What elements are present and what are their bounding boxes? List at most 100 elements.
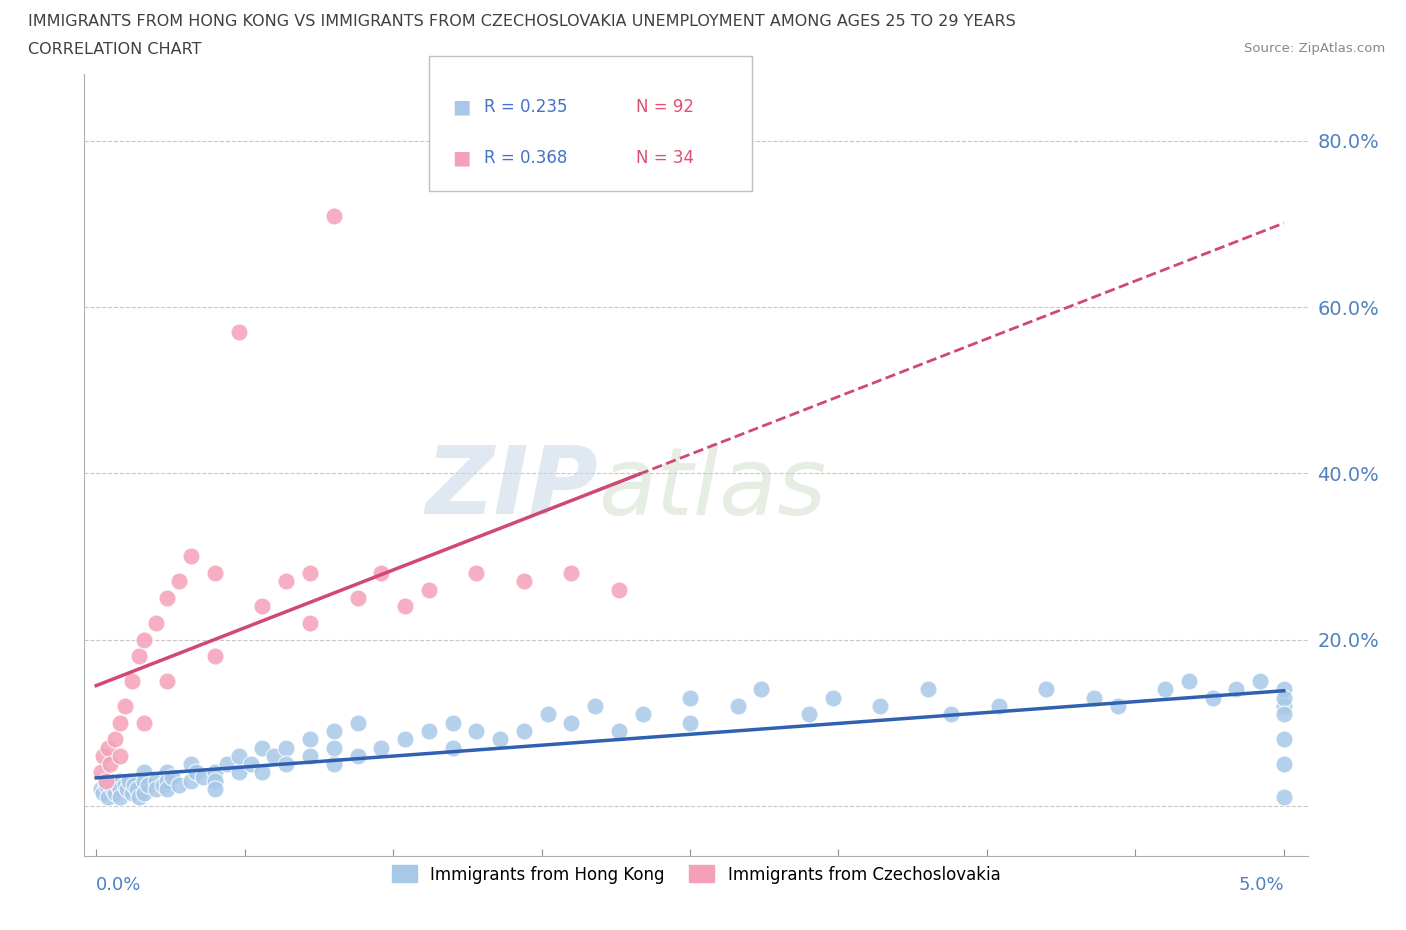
Point xyxy=(125,782,148,797)
Point xyxy=(138,777,160,792)
Point xyxy=(169,574,191,589)
Point xyxy=(465,724,488,738)
Text: CORRELATION CHART: CORRELATION CHART xyxy=(28,42,201,57)
Point xyxy=(152,777,174,792)
Text: atlas: atlas xyxy=(598,443,827,534)
Point xyxy=(418,724,440,738)
Point xyxy=(1272,757,1295,772)
Point xyxy=(1225,682,1247,697)
Point xyxy=(180,549,202,564)
Point xyxy=(560,565,582,580)
Point xyxy=(418,582,440,597)
Point xyxy=(108,782,131,797)
Point xyxy=(156,673,179,688)
Point xyxy=(204,565,226,580)
Point xyxy=(252,765,274,780)
Point xyxy=(987,698,1010,713)
Point xyxy=(1249,673,1271,688)
Point xyxy=(180,774,202,789)
Point xyxy=(607,724,630,738)
Point xyxy=(184,765,207,780)
Point xyxy=(252,599,274,614)
Point xyxy=(1272,732,1295,747)
Point xyxy=(276,740,298,755)
Point xyxy=(204,774,226,789)
Point xyxy=(607,582,630,597)
Point xyxy=(215,757,238,772)
Point xyxy=(145,616,167,631)
Point xyxy=(1154,682,1177,697)
Point xyxy=(441,740,464,755)
Point xyxy=(1178,673,1201,688)
Point xyxy=(1083,690,1105,705)
Point xyxy=(749,682,772,697)
Point xyxy=(1272,790,1295,804)
Point xyxy=(115,782,138,797)
Point xyxy=(536,707,558,722)
Point xyxy=(132,715,155,730)
Point xyxy=(727,698,749,713)
Point xyxy=(132,786,155,801)
Point xyxy=(1107,698,1129,713)
Point xyxy=(180,757,202,772)
Text: N = 92: N = 92 xyxy=(636,98,693,115)
Point xyxy=(132,774,155,789)
Point xyxy=(145,782,167,797)
Point xyxy=(917,682,939,697)
Point xyxy=(346,749,368,764)
Point xyxy=(679,690,702,705)
Point xyxy=(322,208,344,223)
Point xyxy=(101,782,124,797)
Point xyxy=(276,574,298,589)
Point xyxy=(394,732,416,747)
Text: Source: ZipAtlas.com: Source: ZipAtlas.com xyxy=(1244,42,1385,55)
Point xyxy=(1201,690,1223,705)
Point xyxy=(1272,707,1295,722)
Text: R = 0.368: R = 0.368 xyxy=(484,149,567,166)
Point xyxy=(204,782,226,797)
Point xyxy=(93,786,115,801)
Point xyxy=(156,765,179,780)
Point xyxy=(1272,682,1295,697)
Point xyxy=(94,777,117,792)
Legend: Immigrants from Hong Kong, Immigrants from Czechoslovakia: Immigrants from Hong Kong, Immigrants fr… xyxy=(385,858,1007,890)
Point xyxy=(122,777,145,792)
Point xyxy=(162,769,184,784)
Point xyxy=(156,591,179,605)
Point xyxy=(156,782,179,797)
Text: ZIP: ZIP xyxy=(425,443,598,535)
Point xyxy=(191,769,214,784)
Point xyxy=(560,715,582,730)
Point xyxy=(346,591,368,605)
Point xyxy=(797,707,820,722)
Text: R = 0.235: R = 0.235 xyxy=(484,98,567,115)
Point xyxy=(252,740,274,755)
Point xyxy=(298,749,321,764)
Point xyxy=(346,715,368,730)
Point xyxy=(132,765,155,780)
Point xyxy=(100,774,122,789)
Point xyxy=(513,574,536,589)
Point xyxy=(370,740,392,755)
Point xyxy=(93,749,115,764)
Point xyxy=(941,707,963,722)
Point xyxy=(145,774,167,789)
Point xyxy=(100,757,122,772)
Point xyxy=(107,777,129,792)
Point xyxy=(441,715,464,730)
Point xyxy=(322,724,344,738)
Point xyxy=(298,732,321,747)
Point xyxy=(298,616,321,631)
Point xyxy=(322,740,344,755)
Text: ■: ■ xyxy=(453,149,471,167)
Point xyxy=(90,782,112,797)
Point xyxy=(108,774,131,789)
Point xyxy=(465,565,488,580)
Point xyxy=(204,765,226,780)
Point xyxy=(121,673,143,688)
Point xyxy=(239,757,262,772)
Point xyxy=(108,715,131,730)
Text: ■: ■ xyxy=(453,98,471,116)
Point xyxy=(583,698,606,713)
Point xyxy=(489,732,512,747)
